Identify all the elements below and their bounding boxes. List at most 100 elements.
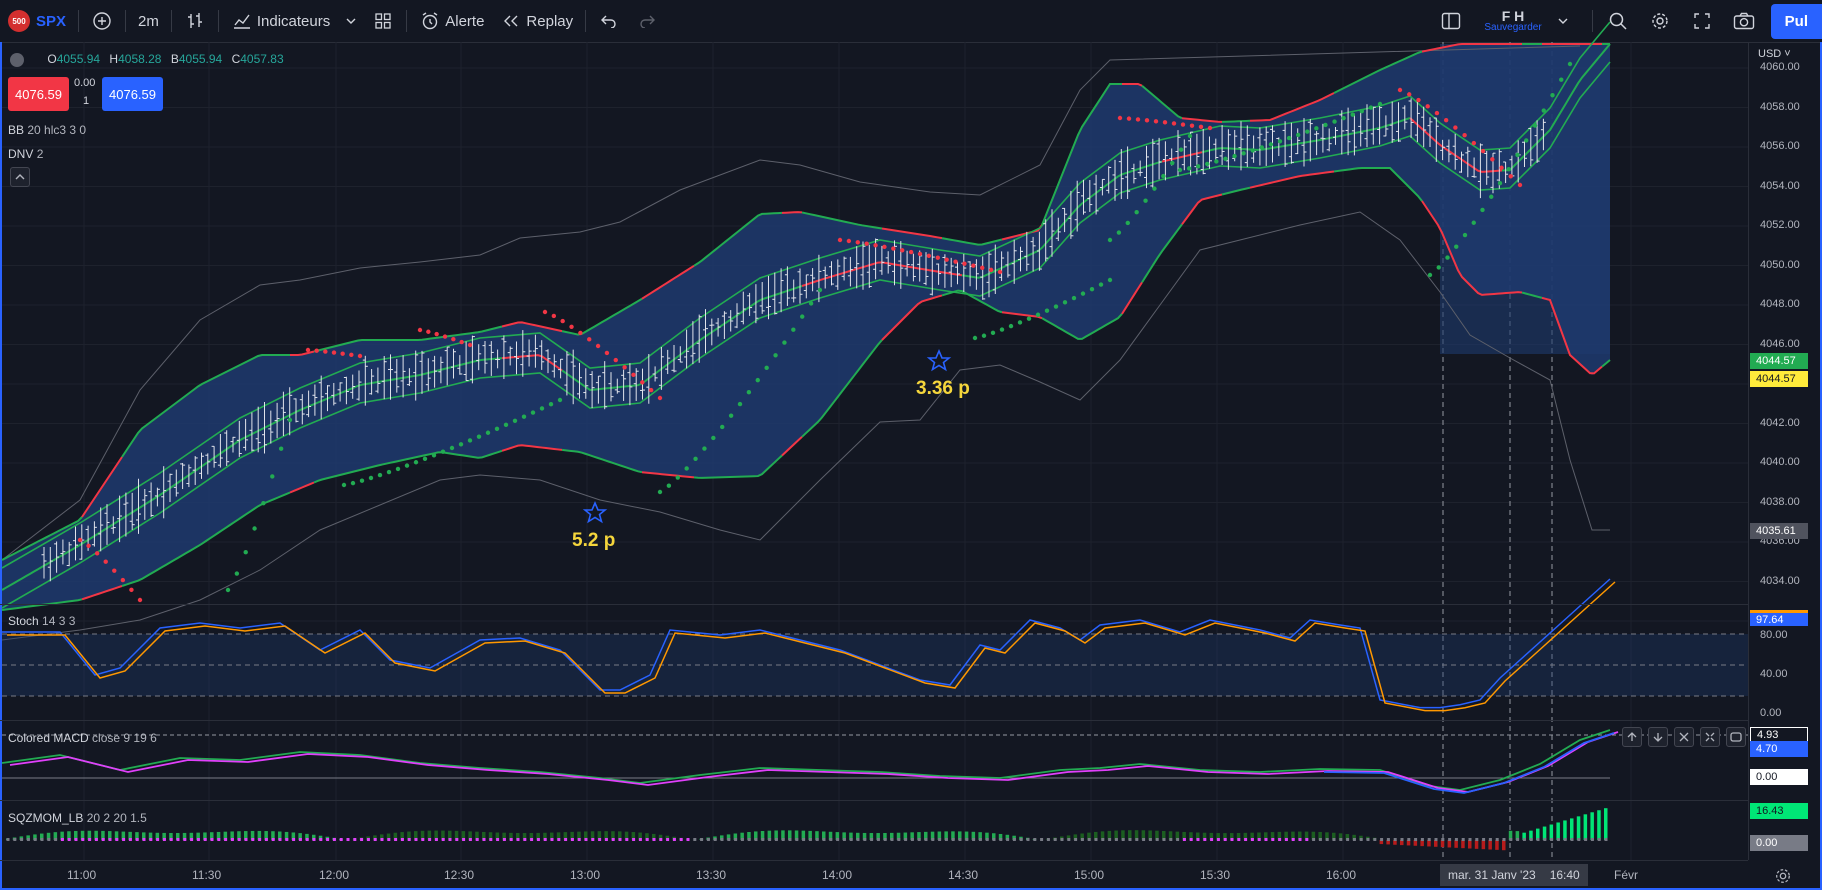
sar-dot	[935, 255, 940, 260]
momentum-bar	[781, 830, 785, 840]
stoch-legend[interactable]: Stoch 14 3 3	[8, 614, 75, 628]
squeeze-dot	[278, 838, 282, 841]
gear-icon[interactable]	[1649, 10, 1671, 32]
momentum-bar	[1495, 840, 1499, 850]
move-pane-down-button[interactable]	[1648, 727, 1668, 747]
sar-dot	[800, 314, 805, 319]
sqz-name: SQZMOM_LB	[8, 811, 84, 825]
pane-separator[interactable]	[0, 604, 1748, 605]
sar-dot	[1471, 140, 1477, 146]
interval-button[interactable]: 2m	[138, 12, 159, 30]
redo-icon	[636, 10, 658, 32]
momentum-bar	[40, 833, 44, 840]
momentum-bar	[1216, 833, 1220, 840]
sar-dot	[640, 380, 645, 385]
bollinger-lower-line	[1221, 186, 1251, 196]
squeeze-dot	[611, 838, 615, 841]
redo-button[interactable]	[628, 0, 666, 42]
bb-legend[interactable]: BB 20 hlc3 3 0	[8, 123, 86, 137]
undo-button[interactable]	[590, 0, 628, 42]
momentum-bar	[1114, 830, 1118, 840]
macd-legend[interactable]: Colored MACD close 9 19 6	[8, 731, 157, 745]
bollinger-upper-line	[290, 350, 315, 356]
sell-button[interactable]: 4076.59	[8, 77, 69, 111]
alert-button[interactable]: Alerte	[411, 0, 492, 42]
chevron-down-icon[interactable]	[340, 10, 362, 32]
close-pane-button[interactable]	[1674, 727, 1694, 747]
fullscreen-icon[interactable]	[1691, 10, 1713, 32]
gear-icon[interactable]	[1772, 865, 1794, 887]
pane-separator[interactable]	[0, 800, 1748, 801]
compare-button[interactable]	[83, 0, 121, 42]
top-toolbar: 500 SPX 2m Indicateurs Alerte	[0, 0, 1822, 43]
squeeze-dot	[1189, 838, 1193, 841]
layout-chevron-down-icon[interactable]	[1552, 10, 1574, 32]
momentum-bar	[434, 830, 438, 840]
squeeze-dot	[407, 838, 411, 841]
bollinger-lower-line	[781, 436, 803, 457]
bollinger-lower-line	[1421, 200, 1523, 296]
price-axis-label: 4040.00	[1760, 456, 1800, 468]
symbol-search[interactable]: 500 SPX	[0, 0, 74, 42]
panel-layout-icon[interactable]	[1440, 10, 1462, 32]
momentum-bar	[420, 830, 425, 840]
maximize-pane-button[interactable]	[1726, 727, 1746, 747]
search-icon[interactable]	[1607, 10, 1629, 32]
pane-separator[interactable]	[0, 720, 1748, 721]
sar-dot	[314, 348, 319, 353]
sqz-legend[interactable]: SQZMOM_LB 20 2 20 1.5	[8, 811, 147, 825]
indicators-button[interactable]: Indicateurs	[223, 0, 402, 42]
squeeze-dot	[60, 838, 64, 841]
sar-dot	[1462, 232, 1468, 238]
bollinger-upper-line	[881, 227, 943, 240]
collapse-dot-icon[interactable]	[10, 52, 24, 67]
star-marker-icon	[582, 500, 608, 524]
momentum-bar	[788, 830, 792, 840]
currency-selector[interactable]: USD ˅	[1758, 48, 1791, 60]
sar-dot	[1341, 115, 1346, 121]
annotation-label[interactable]: 3.36 p	[916, 378, 970, 399]
annotation-label[interactable]: 5.2 p	[572, 530, 616, 551]
momentum-bar	[618, 831, 622, 840]
camera-icon[interactable]	[1733, 10, 1755, 32]
momentum-bar	[475, 831, 479, 840]
momentum-bar	[230, 831, 234, 840]
squeeze-dot	[20, 838, 24, 841]
squeeze-dot	[26, 838, 30, 841]
bollinger-basis-line	[1201, 117, 1411, 154]
collapse-legend-button[interactable]	[10, 167, 30, 187]
move-pane-up-button[interactable]	[1622, 727, 1642, 747]
squeeze-dot	[1577, 838, 1581, 841]
ohlc-bars	[41, 98, 1546, 582]
bb-name: BB	[8, 123, 25, 137]
stoch-params: 14 3 3	[42, 614, 76, 628]
sar-dot	[657, 395, 663, 401]
collapse-pane-button[interactable]	[1700, 727, 1720, 747]
momentum-bar	[244, 831, 248, 840]
squeeze-dot	[1094, 838, 1098, 841]
replay-button[interactable]: Replay	[492, 0, 581, 42]
buy-button[interactable]: 4076.59	[102, 77, 163, 111]
indicator-lines	[1, 21, 1611, 641]
squeeze-dot	[210, 838, 214, 841]
sar-dot	[728, 413, 734, 418]
templates-icon[interactable]	[372, 10, 394, 32]
squeeze-dot	[1570, 838, 1574, 841]
publish-button[interactable]: Pul	[1770, 3, 1822, 39]
momentum-bar	[203, 832, 207, 840]
momentum-bar	[1359, 835, 1363, 840]
squeeze-dot	[1352, 838, 1356, 841]
sar-dot	[1026, 316, 1032, 321]
bollinger-lower-line	[1521, 291, 1543, 299]
squeeze-dot	[339, 838, 343, 841]
momentum-bar	[597, 831, 602, 840]
bar-style-button[interactable]	[176, 0, 214, 42]
momentum-bar	[978, 832, 982, 840]
momentum-bar	[944, 831, 948, 840]
layout-save-button[interactable]: F H Sauvegarder	[1484, 9, 1541, 33]
squeeze-dot	[693, 838, 697, 841]
dnv-legend[interactable]: DNV 2	[8, 147, 43, 161]
momentum-bar	[502, 832, 506, 840]
squeeze-dot	[312, 838, 316, 841]
